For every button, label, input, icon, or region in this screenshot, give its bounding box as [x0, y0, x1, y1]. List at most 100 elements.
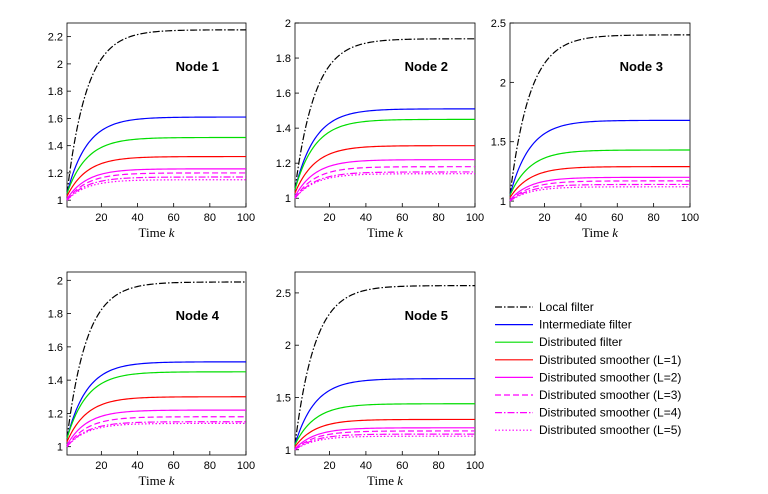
- panel-title: Node 3: [620, 59, 663, 74]
- x-tick-label: 20: [95, 212, 107, 224]
- y-tick-label: 2: [57, 275, 63, 287]
- x-tick-label: 20: [323, 460, 335, 472]
- x-tick-label: 80: [433, 212, 445, 224]
- series-line-local-filter: [294, 38, 475, 190]
- series-line-intermediate-filter: [66, 361, 246, 439]
- series-line-distributed-smoother-l-4: [294, 171, 475, 199]
- series-line-distributed-smoother-l-5: [66, 422, 246, 448]
- series-line-intermediate-filter: [509, 119, 690, 196]
- x-tick-label: 60: [168, 460, 180, 472]
- y-tick-label: 1.8: [48, 309, 63, 321]
- y-tick-label: 1.4: [48, 141, 63, 153]
- y-tick-label: 1.4: [48, 375, 63, 387]
- series-line-distributed-smoother-l-5: [509, 186, 690, 202]
- y-tick-label: 1.8: [48, 86, 63, 98]
- series-line-local-filter: [294, 285, 476, 445]
- axes-box: [509, 22, 691, 208]
- series-line-distributed-smoother-l-5: [294, 173, 475, 199]
- axes-box: [66, 22, 247, 208]
- panel-node-1: 20 40 60 80 100 1 1.2 1.4 1.6 1.8 2 2.2 Time k Node 1: [48, 22, 255, 240]
- series-line-local-filter: [66, 29, 247, 194]
- y-tick-label: 1.6: [48, 113, 63, 125]
- x-tick-label: 20: [323, 212, 335, 224]
- x-tick-label: 60: [396, 212, 408, 224]
- legend-label: Distributed smoother (L=3): [539, 388, 681, 402]
- legend-label: Distributed smoother (L=5): [539, 423, 681, 437]
- series-line-distributed-filter: [66, 136, 246, 194]
- y-tick-label: 1: [285, 445, 291, 457]
- y-tick-label: 1: [500, 196, 506, 208]
- series-line-distributed-smoother-l-1: [66, 155, 246, 197]
- series-line-intermediate-filter: [294, 108, 475, 190]
- series-line-distributed-filter: [509, 149, 691, 196]
- series-line-local-filter: [66, 281, 246, 439]
- series-line-intermediate-filter: [294, 378, 475, 445]
- x-tick-label: 60: [396, 460, 408, 472]
- panel-node-3: 20 40 60 80 100 1 1.5 2 2.5 Time k Node 3: [491, 18, 699, 240]
- x-tick-label: 100: [466, 212, 484, 224]
- series-line-distributed-filter: [66, 371, 246, 439]
- x-tick-label: 60: [611, 212, 623, 224]
- x-tick-label: 80: [648, 212, 660, 224]
- series-line-distributed-filter: [294, 403, 475, 445]
- y-tick-label: 1.8: [276, 53, 291, 65]
- axes-box: [66, 271, 247, 456]
- y-tick-label: 1: [57, 195, 63, 207]
- y-tick-label: 1.6: [48, 342, 63, 354]
- x-tick-label: 40: [131, 212, 143, 224]
- panel-title: Node 2: [405, 59, 448, 74]
- x-axis-label: Time k: [138, 225, 174, 240]
- series-line-distributed-smoother-l-3: [294, 166, 475, 199]
- panel-title: Node 5: [405, 308, 448, 323]
- axes-box: [294, 22, 476, 208]
- x-tick-label: 40: [360, 460, 372, 472]
- x-tick-label: 100: [237, 212, 255, 224]
- x-tick-label: 40: [575, 212, 587, 224]
- y-tick-label: 1.5: [491, 137, 506, 149]
- series-line-distributed-smoother-l-1: [66, 396, 246, 442]
- legend-label: Distributed smoother (L=2): [539, 370, 681, 384]
- series-line-distributed-smoother-l-1: [509, 166, 690, 198]
- series-line-distributed-smoother-l-5: [66, 179, 246, 201]
- series-line-distributed-smoother-l-3: [66, 416, 246, 448]
- series-line-distributed-smoother-l-2: [294, 159, 475, 197]
- y-tick-label: 2.5: [491, 18, 506, 30]
- y-tick-label: 1.5: [276, 392, 291, 404]
- x-tick-label: 40: [360, 212, 372, 224]
- y-tick-label: 2.2: [48, 32, 63, 44]
- legend-label: Distributed smoother (L=4): [539, 406, 681, 420]
- x-tick-label: 60: [168, 212, 180, 224]
- panel-title: Node 1: [176, 59, 219, 74]
- legend-label: Distributed filter: [539, 335, 622, 349]
- legend: Local filter Intermediate filter Distribut…: [495, 300, 681, 437]
- y-tick-label: 1.4: [276, 123, 291, 135]
- series-line-distributed-smoother-l-2: [509, 176, 690, 201]
- y-tick-label: 1.2: [48, 408, 63, 420]
- y-tick-label: 1: [57, 442, 63, 454]
- y-tick-label: 1.2: [276, 158, 291, 170]
- x-tick-label: 100: [466, 460, 484, 472]
- series-line-distributed-filter: [294, 118, 475, 190]
- series-line-distributed-smoother-l-5: [294, 435, 475, 451]
- y-tick-label: 1: [285, 193, 291, 205]
- x-tick-label: 80: [204, 212, 216, 224]
- x-tick-label: 20: [538, 212, 550, 224]
- y-tick-label: 2.5: [276, 288, 291, 300]
- legend-label: Local filter: [539, 300, 594, 314]
- axes-box: [294, 271, 476, 456]
- series-line-distributed-smoother-l-2: [294, 427, 475, 450]
- x-tick-label: 100: [681, 212, 699, 224]
- x-tick-label: 80: [433, 460, 445, 472]
- panel-node-4: 20 40 60 80 100 1 1.2 1.4 1.6 1.8 2 Time k Node 4: [48, 271, 255, 488]
- series-line-distributed-smoother-l-1: [294, 145, 475, 194]
- panel-node-2: 20 40 60 80 100 1 1.2 1.4 1.6 1.8 2 Time k Node 2: [276, 18, 484, 240]
- series-line-distributed-smoother-l-2: [66, 409, 246, 446]
- x-tick-label: 100: [237, 460, 255, 472]
- panel-node-5: 20 40 60 80 100 1 1.5 2 2.5 Time k Node 5: [276, 271, 484, 488]
- series-line-distributed-smoother-l-3: [509, 180, 690, 202]
- x-axis-label: Time k: [367, 473, 403, 488]
- legend-label: Intermediate filter: [539, 318, 632, 332]
- series-line-distributed-smoother-l-4: [509, 183, 690, 202]
- x-tick-label: 80: [204, 460, 216, 472]
